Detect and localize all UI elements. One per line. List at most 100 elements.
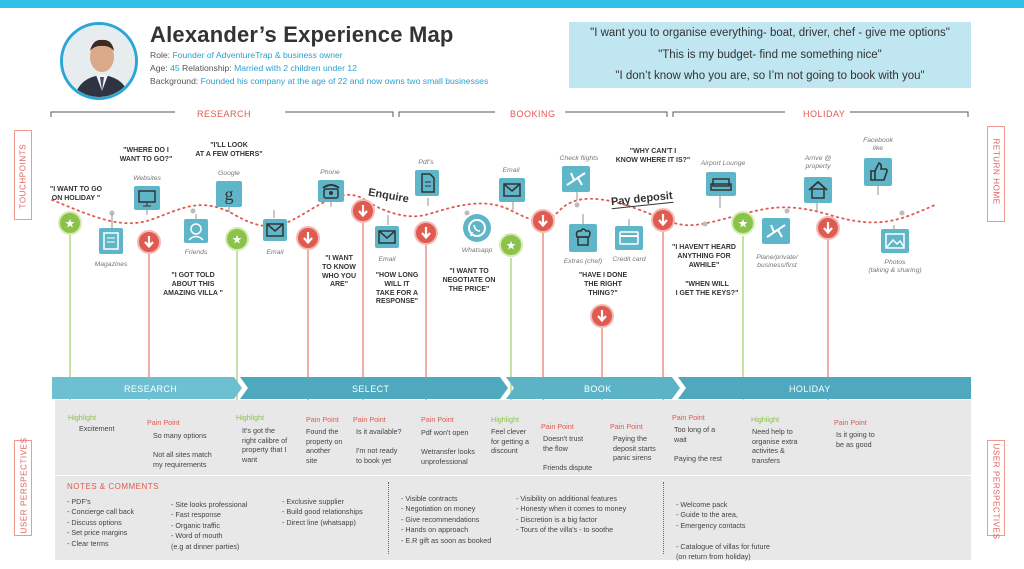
perspective-type: Pain Point (147, 418, 180, 427)
credit-card-icon[interactable] (615, 226, 643, 250)
touchpoint-label-whatsapp: Whatsapp (461, 247, 493, 254)
google-icon[interactable]: g (216, 181, 242, 207)
perspective-text: Found the property on another site (306, 427, 343, 466)
perspective-type: Pain Point (306, 415, 339, 424)
page-title: Alexander’s Experience Map (150, 22, 454, 47)
notes-panel: NOTES & COMMENTS - PDF's - Concierge cal… (55, 476, 971, 562)
perspective-type: Highlight (751, 415, 779, 424)
touchpoint-label-plane: Plane/private/ business/first (756, 254, 798, 270)
document-icon[interactable] (415, 170, 439, 196)
house-icon[interactable] (804, 177, 832, 203)
touchpoints-side-box (14, 130, 32, 220)
touchpoint-label-arrive: Arrive @ property (804, 155, 832, 171)
perspective-type: Pain Point (834, 418, 867, 427)
whatsapp-icon[interactable] (463, 214, 491, 242)
phase-booking: BOOKING (510, 109, 556, 119)
perspective-text: Feel clever for getting a discount (491, 427, 529, 456)
pain-point-arrow-icon[interactable] (531, 209, 555, 233)
pain-point-arrow-icon[interactable] (296, 226, 320, 250)
email-icon[interactable] (499, 178, 525, 202)
perspective-text: Paying the deposit starts panic sirens (613, 434, 656, 463)
perspective-text: So many options Not all sites match my r… (153, 431, 212, 470)
perspective-pain-point: Pain Point (421, 415, 454, 425)
age-label: Age: (150, 63, 168, 73)
phase-research: RESEARCH (197, 109, 252, 119)
perspective-type: Pain Point (353, 415, 386, 424)
friends-icon[interactable] (184, 219, 208, 243)
touchpoint-label-airport-lounge: Airport Lounge (700, 160, 746, 167)
perspective-highlight: Highlight (491, 415, 519, 425)
age-value: 45 (170, 63, 180, 73)
relationship-value: Married with 2 children under 12 (234, 63, 357, 73)
perspective-pain-point: Pain Point (306, 415, 339, 425)
touchpoint-label-credit-card: Credit card (612, 256, 646, 263)
stage-label-research: RESEARCH (124, 384, 178, 394)
perspective-pain-point: Pain Point (672, 413, 705, 423)
user-quote: "I HAVEN'T HEARD ANYTHING FOR AWHILE" (672, 244, 736, 269)
stage-label-book: BOOK (584, 384, 612, 394)
perspective-text: Too long of a wait Paying the rest (674, 425, 722, 464)
notes-column: - Visibility on additional features - Ho… (516, 494, 627, 535)
perspectives-panel (55, 400, 971, 475)
user-quote: "I WANT TO GO ON HOLIDAY " (49, 186, 103, 202)
stage-book-band (506, 377, 680, 399)
customer-quotes-box: "I want you to organise everything- boat… (569, 22, 971, 88)
pain-point-arrow-icon[interactable] (351, 199, 375, 223)
email-icon[interactable] (375, 226, 399, 248)
notes-column: - Welcome pack - Guide to the area, - Em… (676, 500, 770, 562)
magazine-icon[interactable] (99, 228, 123, 254)
touchpoint-label-email: Email (266, 249, 284, 256)
perspective-text: Excitement (79, 424, 115, 433)
notes-title: NOTES & COMMENTS (67, 482, 160, 491)
photo-icon[interactable] (881, 229, 909, 253)
user-quote: "I'LL LOOK AT A FEW OTHERS" (195, 142, 263, 158)
user-quote: "I WANT TO NEGOTIATE ON THE PRICE" (442, 268, 496, 293)
touchpoint-label-email: Email (502, 167, 520, 174)
perspective-pain-point: Pain Point (610, 422, 643, 432)
pain-point-arrow-icon[interactable] (414, 221, 438, 245)
notes-column: - Exclusive supplier - Build good relati… (282, 497, 363, 527)
perspective-type: Highlight (236, 413, 264, 422)
pain-point-arrow-icon[interactable] (651, 208, 675, 232)
airplane-icon[interactable] (762, 218, 790, 244)
chef-icon[interactable] (569, 224, 597, 252)
phone-icon[interactable] (318, 180, 344, 202)
notes-divider (388, 482, 389, 554)
perspective-type: Pain Point (421, 415, 454, 424)
avatar (60, 22, 138, 100)
highlight-star-icon[interactable]: ★ (58, 211, 82, 235)
role-label: Role: (150, 50, 171, 60)
sofa-icon[interactable] (706, 172, 736, 196)
perspective-type: Pain Point (610, 422, 643, 431)
pain-point-arrow-icon[interactable] (816, 216, 840, 240)
email-icon[interactable] (263, 219, 287, 241)
phase-brackets (50, 111, 969, 117)
user-quote: "WHEN WILL I GET THE KEYS?" (675, 281, 739, 297)
highlight-star-icon[interactable]: ★ (499, 233, 523, 257)
notes-divider (663, 482, 664, 554)
user-perspectives-left-box (14, 440, 32, 536)
thumbs-up-icon[interactable] (864, 158, 892, 186)
touchpoint-label-extras-chef: Extras (chef) (563, 258, 603, 265)
journey-path (51, 193, 936, 228)
top-accent-bar (0, 0, 1024, 8)
background-line: Background: Founded his company at the a… (150, 76, 488, 86)
user-quote: "WHERE DO I WANT TO GO?" (119, 147, 173, 163)
perspective-pain-point: Pain Point (541, 422, 574, 432)
monitor-icon[interactable] (134, 186, 160, 210)
perspective-text: It's got the right calibre of property t… (242, 426, 288, 465)
airplane-icon[interactable] (562, 166, 590, 192)
perspective-type: Highlight (68, 413, 96, 422)
stage-label-select: SELECT (352, 384, 390, 394)
svg-text:g: g (225, 184, 234, 204)
user-quote: "I GOT TOLD ABOUT THIS AMAZING VILLA " (163, 272, 223, 297)
background-value: Founded his company at the age of 22 and… (200, 76, 489, 86)
perspective-type: Pain Point (672, 413, 705, 422)
highlight-star-icon[interactable]: ★ (225, 227, 249, 251)
pain-point-arrow-icon[interactable] (137, 230, 161, 254)
touchpoint-label-magazines: Magazines (94, 261, 128, 268)
pain-point-arrow-icon[interactable] (590, 304, 614, 328)
perspective-highlight: Highlight (751, 415, 779, 425)
highlight-star-icon[interactable]: ★ (731, 211, 755, 235)
